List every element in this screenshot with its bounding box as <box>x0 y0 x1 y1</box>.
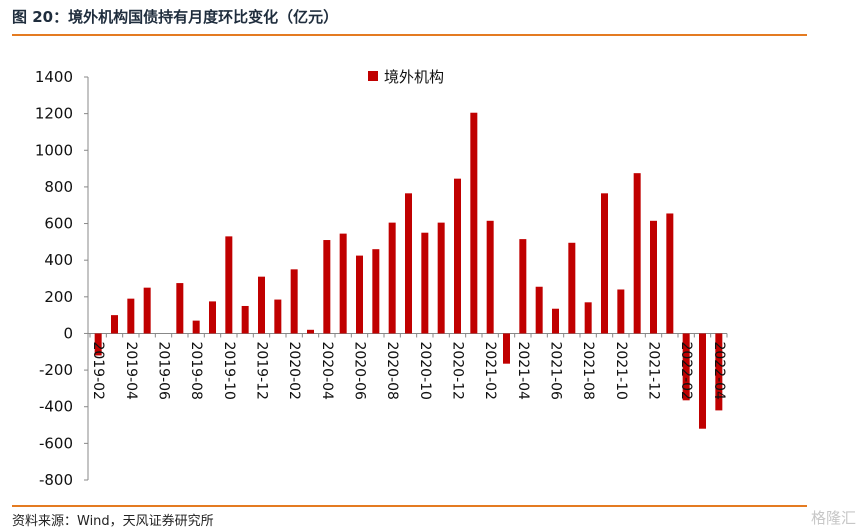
x-tick-label: 2020-02 <box>286 341 302 400</box>
legend: 境外机构 <box>368 68 444 86</box>
y-tick-label: 1200 <box>35 105 73 123</box>
x-tick-label: 2020-12 <box>450 341 466 400</box>
y-tick-label: -600 <box>39 434 73 452</box>
x-tick-label: 2019-08 <box>188 341 204 400</box>
x-tick-label: 2021-08 <box>580 341 596 400</box>
watermark: 格隆汇 <box>810 509 856 527</box>
x-tick-label: 2019-12 <box>254 341 270 400</box>
y-tick-label: 200 <box>44 288 73 306</box>
bar <box>290 269 298 334</box>
bar <box>274 299 282 334</box>
x-tick-label: 2022-02 <box>678 341 694 400</box>
bar <box>568 242 576 334</box>
x-tick-label: 2019-10 <box>221 341 237 399</box>
bar <box>143 287 151 334</box>
bar <box>356 255 363 334</box>
bar <box>503 333 510 364</box>
bar <box>486 220 494 334</box>
bar <box>192 320 200 334</box>
y-tick-label: 800 <box>44 178 73 196</box>
bar <box>307 329 314 334</box>
bar <box>372 249 380 334</box>
bar <box>405 193 412 334</box>
bar <box>437 222 445 334</box>
legend-swatch <box>368 71 378 81</box>
bar <box>339 233 347 334</box>
x-tick-label: 2021-02 <box>482 341 498 399</box>
y-tick-label: 1000 <box>35 141 73 159</box>
bar <box>209 301 216 334</box>
bar <box>323 240 331 334</box>
bar <box>601 193 608 334</box>
bar-chart: 境外机构 -800 -600 -400 -200 0 200 400 600 800 1000 12… <box>35 68 728 489</box>
y-tick-label: 600 <box>44 215 73 233</box>
y-tick-label: 400 <box>44 251 73 269</box>
x-tick-label: 2021-04 <box>515 341 531 400</box>
bar <box>715 333 723 411</box>
x-tick-label: 2019-04 <box>123 341 139 400</box>
bar <box>127 298 135 334</box>
bar <box>666 213 674 334</box>
x-tick-label: 2020-08 <box>384 341 400 400</box>
bar <box>650 220 657 334</box>
x-tick-label: 2019-06 <box>156 341 172 400</box>
bar <box>176 283 184 334</box>
x-tick-label: 2021-12 <box>646 341 662 400</box>
bar <box>519 239 527 334</box>
x-tick-label: 2020-06 <box>352 341 368 400</box>
y-tick-label: -200 <box>39 361 73 379</box>
bar <box>470 112 478 334</box>
bottom-rule <box>12 505 807 507</box>
source-note: 资料来源：Wind，天风证券研究所 <box>12 514 214 529</box>
bar <box>241 305 249 334</box>
x-tick-label: 2022-04 <box>711 341 727 400</box>
top-rule <box>12 34 807 36</box>
x-tick-label: 2021-10 <box>613 341 629 400</box>
bar <box>552 308 559 334</box>
bar <box>617 289 625 334</box>
bar <box>699 333 706 429</box>
x-tick-label: 2020-10 <box>417 341 433 400</box>
y-tick-label: -800 <box>39 471 73 489</box>
bar <box>388 222 396 334</box>
x-tick-label: 2020-04 <box>319 341 335 400</box>
bar <box>94 333 102 356</box>
bar <box>454 178 461 334</box>
x-tick-label: 2019-02 <box>90 341 106 400</box>
y-tick-label: 0 <box>63 324 73 342</box>
bar <box>421 232 429 334</box>
bar <box>584 302 592 334</box>
y-tick-label: 1400 <box>35 68 73 86</box>
bar <box>111 315 118 334</box>
x-tick-label: 2021-06 <box>548 341 564 400</box>
y-tick-label: -400 <box>39 398 73 416</box>
chart-title: 图 20：境外机构国债持有月度环比变化（亿元） <box>12 8 339 26</box>
legend-label: 境外机构 <box>384 68 444 86</box>
bar <box>225 236 233 334</box>
bar <box>258 276 265 334</box>
bar <box>535 286 543 334</box>
bar <box>682 333 690 401</box>
bar <box>633 173 641 334</box>
